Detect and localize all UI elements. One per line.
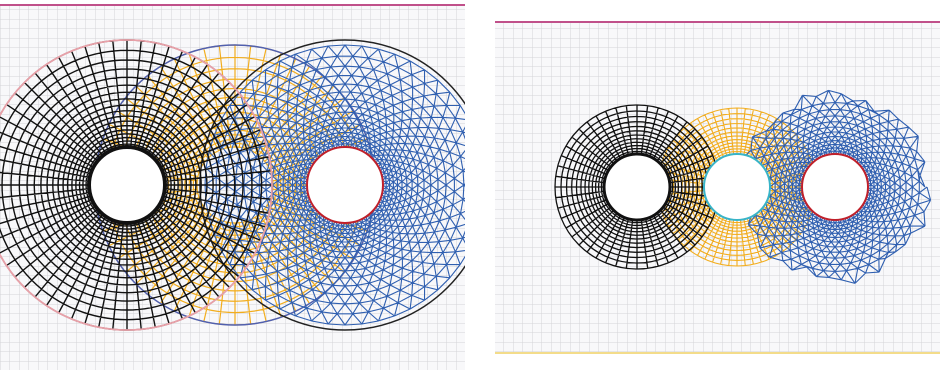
boundary-circle — [602, 152, 672, 222]
right-panel — [495, 21, 940, 354]
boundary-circle — [703, 153, 771, 221]
mesh-group — [554, 89, 932, 284]
left-panel — [0, 4, 465, 370]
boundary-circle — [0, 39, 273, 331]
boundary-circle — [306, 146, 384, 224]
boundary-circle — [87, 145, 167, 225]
boundary-circle — [801, 153, 869, 221]
mesh-group — [0, 39, 465, 331]
